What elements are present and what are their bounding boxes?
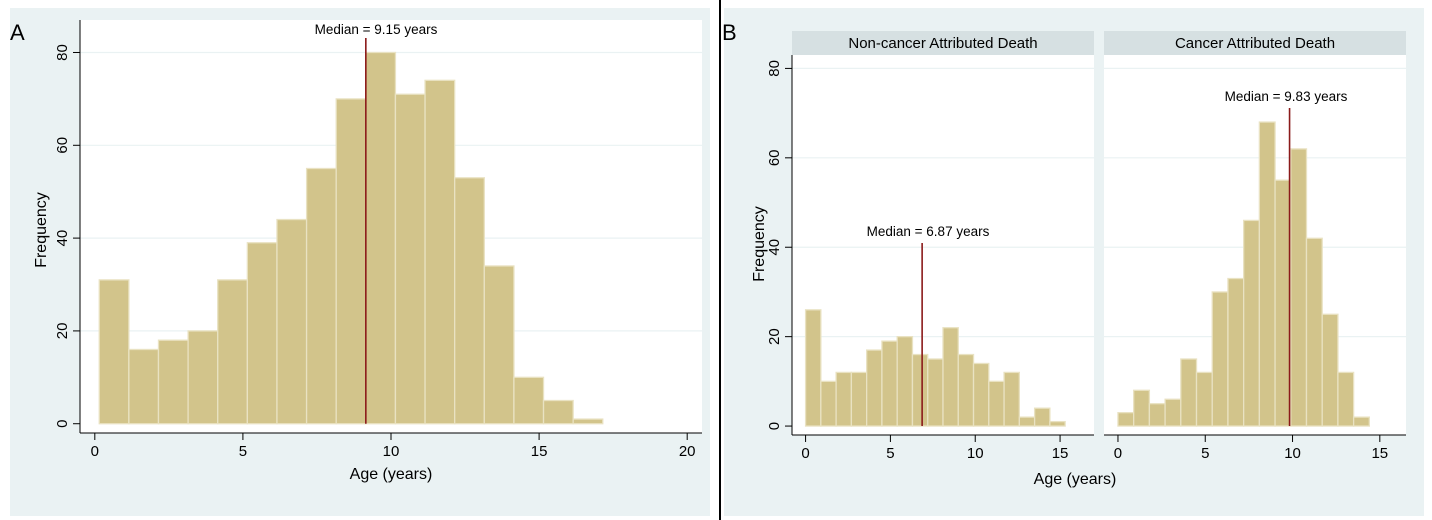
panel-a-x-tick-label: 5 xyxy=(239,443,247,460)
panel-a-y-tick-label: 20 xyxy=(54,323,71,340)
panel-a-bar xyxy=(572,418,604,425)
facet-1-bar xyxy=(881,340,898,427)
facet-1-bar xyxy=(972,362,990,427)
facet-1-y-tick-label: 0 xyxy=(766,422,783,430)
facet-1-y-tick-label: 40 xyxy=(766,239,783,256)
facet-2-x-tick-label: 10 xyxy=(1284,445,1301,462)
facet-2-axes: 0 5 10 15 xyxy=(1104,434,1406,462)
facet-1-bars xyxy=(804,243,1066,427)
panel-a-y-axis-title: Frequency xyxy=(33,192,50,268)
facet-2-bars xyxy=(1117,108,1370,427)
facet-2-bar xyxy=(1305,237,1323,427)
panel-b-x-axis-title: Age (years) xyxy=(1034,471,1117,488)
facet-1-bar xyxy=(820,380,837,427)
facet-1-bar xyxy=(1049,420,1066,427)
facet-2-bar xyxy=(1337,371,1355,427)
panel-a-bar xyxy=(454,177,485,425)
panel-a-x-tick-label: 10 xyxy=(383,443,400,460)
panel-a-bar xyxy=(394,93,426,425)
facet-2-bar xyxy=(1148,403,1166,427)
facet-1-axes: 0 5 10 15 0 20 40 60 80 xyxy=(766,55,1094,462)
panel-b-label: B xyxy=(722,20,737,45)
panel-a-x-tick-label: 0 xyxy=(91,443,99,460)
facet-1-bar xyxy=(927,358,944,427)
facet-1-bar xyxy=(988,380,1005,427)
facet-1-x-tick-label: 10 xyxy=(967,445,984,462)
facet-2-bar xyxy=(1117,411,1135,427)
facet-2-strip xyxy=(1104,31,1406,55)
facet-1-bar xyxy=(896,335,914,427)
panel-a-bar xyxy=(424,79,456,425)
facet-2-bar xyxy=(1195,371,1213,427)
panel-a-y-tick-label: 40 xyxy=(54,230,71,247)
panel-a-y-tick-label: 60 xyxy=(54,137,71,154)
panel-a-bar xyxy=(483,265,515,425)
facet-1-y-tick-label: 20 xyxy=(766,328,783,345)
panel-a-bar xyxy=(157,339,189,425)
facet-1-strip xyxy=(792,31,1094,55)
panel-a-bar xyxy=(187,330,219,425)
facet-2-bar xyxy=(1274,179,1292,427)
facet-2-x-tick-label: 5 xyxy=(1201,445,1209,462)
facet-2-median-label: Median = 9.83 years xyxy=(1225,89,1348,104)
facet-1-y-tick-label: 60 xyxy=(766,149,783,166)
panel-a-bar xyxy=(217,279,248,425)
facet-1-median-label: Median = 6.87 years xyxy=(867,224,990,239)
panel-a-bar xyxy=(98,279,130,425)
panel-b-y-axis-title: Frequency xyxy=(751,206,768,282)
panel-a-bar xyxy=(305,167,337,425)
facet-1-title: Non-cancer Attributed Death xyxy=(848,35,1037,52)
facet-2-title: Cancer Attributed Death xyxy=(1175,35,1335,52)
panel-a-bar xyxy=(276,218,308,425)
facet-2-x-tick-label: 0 xyxy=(1114,445,1122,462)
panel-a-label: A xyxy=(10,20,25,45)
facet-1-bar xyxy=(835,371,853,427)
panel-a-bars xyxy=(98,38,604,425)
panel-a-x-axis-title: Age (years) xyxy=(350,466,433,483)
panel-a-bar xyxy=(513,376,545,425)
facet-1-bar xyxy=(804,309,822,427)
facet-2-bar xyxy=(1133,389,1151,427)
facet-2-bar xyxy=(1290,148,1308,427)
facet-1-bar xyxy=(1018,416,1036,427)
facet-1-x-tick-label: 5 xyxy=(886,445,894,462)
facet-1-bar xyxy=(911,353,929,427)
panel-a-bar xyxy=(335,98,367,425)
facet-2-bar xyxy=(1321,313,1339,427)
panel-a-bar xyxy=(128,348,160,425)
panel-a-x-tick-label: 20 xyxy=(679,443,696,460)
panel-a-y-tick-label: 0 xyxy=(54,420,71,428)
panel-a-y-tick-label: 80 xyxy=(54,44,71,61)
facet-1-bar xyxy=(1003,371,1020,427)
facet-2-bar xyxy=(1227,277,1245,427)
panel-a-median-label: Median = 9.15 years xyxy=(315,22,438,37)
facet-1-bar xyxy=(957,353,975,427)
facet-1-bar xyxy=(850,371,868,427)
panel-a-axes: 0 5 10 15 20 0 20 40 60 80 xyxy=(54,20,702,460)
panel-a-bar xyxy=(246,242,278,425)
facet-1-bar xyxy=(866,349,883,427)
facet-2-bar xyxy=(1211,291,1229,427)
panel-a-x-tick-label: 15 xyxy=(531,443,548,460)
facet-1-x-tick-label: 0 xyxy=(801,445,809,462)
panel-a-bar xyxy=(365,51,397,425)
facet-2-x-tick-label: 15 xyxy=(1371,445,1388,462)
facet-2-bar xyxy=(1243,219,1261,427)
facet-1-bar xyxy=(1033,407,1051,427)
facet-1-x-tick-label: 15 xyxy=(1052,445,1069,462)
facet-2-bar xyxy=(1164,398,1182,427)
facet-2-bar xyxy=(1352,416,1370,427)
facet-1-y-tick-label: 80 xyxy=(766,60,783,77)
panel-a-bar xyxy=(542,399,574,425)
facet-2-bar xyxy=(1258,121,1276,427)
facet-1-bar xyxy=(942,327,959,427)
facet-2-bar xyxy=(1180,358,1198,427)
